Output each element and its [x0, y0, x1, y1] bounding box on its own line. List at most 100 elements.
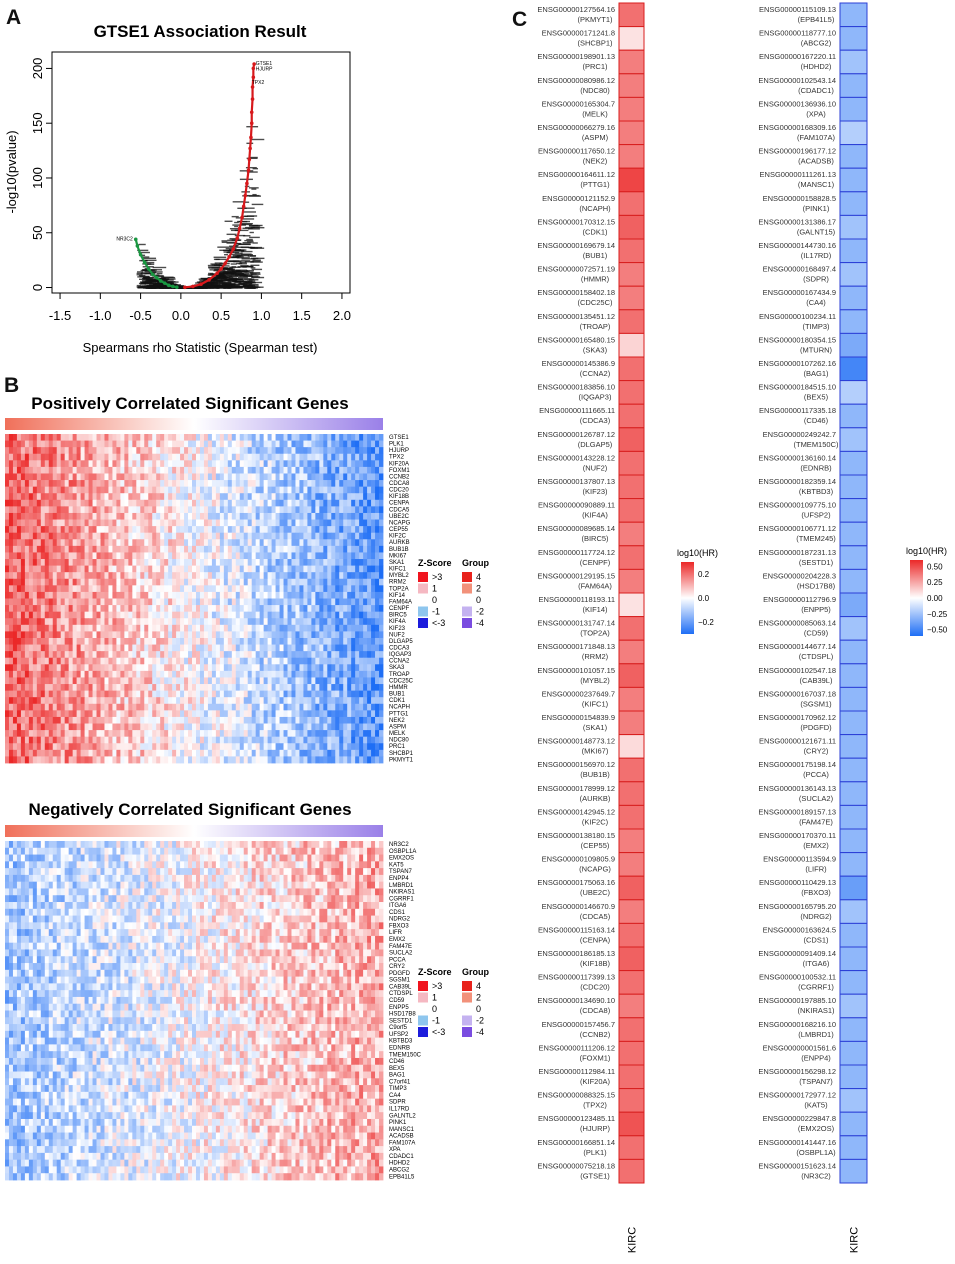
heatmap-cell	[283, 447, 288, 455]
heatmap-cell	[116, 684, 121, 692]
heatmap-cell	[5, 684, 10, 692]
heatmap-cell	[112, 591, 117, 599]
heatmap-cell	[207, 624, 213, 632]
heatmap-cell	[275, 532, 280, 540]
heatmap-cell	[80, 631, 85, 639]
heatmap-cell	[168, 486, 173, 494]
heatmap-cell	[367, 512, 372, 520]
heatmap-cell	[172, 598, 177, 606]
heatmap-cell	[195, 598, 201, 606]
heatmap-cell	[5, 644, 10, 652]
heatmap-cell	[100, 572, 105, 580]
heatmap-cell	[271, 578, 276, 586]
heatmap-cell	[40, 690, 46, 698]
heatmap-cell	[104, 493, 109, 501]
heatmap-cell	[36, 631, 42, 639]
heatmap-cell	[355, 493, 360, 501]
heatmap-cell	[52, 434, 58, 441]
heatmap-cell	[227, 532, 233, 540]
heatmap-cell	[207, 591, 213, 599]
heatmap-cell	[379, 559, 384, 566]
heatmap-cell	[371, 539, 376, 547]
heatmap-cell	[263, 651, 269, 659]
heatmap-cell	[251, 532, 257, 540]
heatmap-cell	[176, 697, 181, 705]
heatmap-cell	[144, 434, 149, 441]
heatmap-cell	[235, 473, 241, 481]
gene-label-mark	[148, 277, 156, 279]
heatmap-cell	[108, 486, 113, 494]
heatmap-cell	[315, 499, 320, 507]
heatmap-cell	[5, 605, 10, 613]
heatmap-cell	[247, 578, 253, 586]
heatmap-cell	[172, 651, 177, 659]
heatmap-cell	[267, 572, 272, 580]
heatmap-cell	[327, 631, 332, 639]
heatmap-cell	[8, 473, 14, 481]
point-trail	[143, 261, 150, 270]
heatmap-cell	[116, 565, 121, 573]
heatmap-cell	[16, 519, 22, 527]
heatmap-cell	[235, 519, 241, 527]
heatmap-cell	[283, 453, 288, 461]
heatmap-cell	[116, 447, 121, 455]
heatmap-cell	[287, 460, 292, 468]
heatmap-cell	[124, 486, 129, 494]
heatmap-cell	[184, 486, 189, 494]
heatmap-cell	[160, 677, 165, 685]
heatmap-cell	[176, 598, 181, 606]
heatmap-cell	[259, 605, 265, 613]
gene-label-mark	[164, 279, 174, 281]
heatmap-cell	[152, 670, 157, 678]
heatmap-cell	[84, 460, 89, 468]
heatmap-cell	[192, 703, 197, 711]
heatmap-cell	[64, 598, 70, 606]
heatmap-cell	[315, 690, 320, 698]
gene-label-mark	[250, 267, 256, 269]
heatmap-cell	[36, 624, 42, 632]
gene-label-mark	[235, 217, 241, 219]
gene-label-mark	[136, 271, 144, 273]
heatmap-cell	[92, 499, 97, 507]
heatmap-cell	[20, 447, 26, 455]
heatmap-cell	[96, 532, 101, 540]
heatmap-cell	[164, 453, 169, 461]
heatmap-cell	[331, 512, 336, 520]
heatmap-cell	[60, 493, 66, 501]
heatmap-cell	[243, 624, 249, 632]
heatmap-cell	[144, 486, 149, 494]
heatmap-cell	[116, 670, 121, 678]
heatmap-cell	[28, 565, 34, 573]
heatmap-cell	[112, 473, 117, 481]
heatmap-cell	[8, 552, 14, 560]
heatmap-cell	[347, 453, 352, 461]
heatmap-cell	[215, 644, 221, 652]
heatmap-cell	[207, 532, 213, 540]
heatmap-cell	[363, 453, 368, 461]
heatmap-cell	[255, 447, 261, 455]
heatmap-cell	[148, 624, 153, 632]
heatmap-cell	[120, 512, 125, 520]
heatmap-cell	[307, 697, 312, 705]
heatmap-cell	[184, 677, 189, 685]
heatmap-cell	[235, 618, 241, 626]
heatmap-cell	[311, 480, 316, 488]
gene-label-mark	[243, 285, 253, 287]
heatmap-cell	[156, 572, 161, 580]
heatmap-cell	[207, 651, 213, 659]
heatmap-cell	[239, 657, 245, 665]
heatmap-cell	[92, 624, 97, 632]
heatmap-cell	[140, 631, 145, 639]
heatmap-cell	[192, 486, 197, 494]
heatmap-cell	[64, 618, 70, 626]
heatmap-cell	[52, 585, 58, 593]
heatmap-cell	[148, 637, 153, 645]
heatmap-cell	[188, 651, 193, 659]
heatmap-cell	[367, 519, 372, 527]
heatmap-cell	[243, 499, 249, 507]
heatmap-cell	[247, 440, 253, 448]
gene-label-mark	[251, 260, 261, 262]
heatmap-cell	[343, 578, 348, 586]
heatmap-cell	[283, 657, 288, 665]
heatmap-cell	[64, 434, 70, 441]
